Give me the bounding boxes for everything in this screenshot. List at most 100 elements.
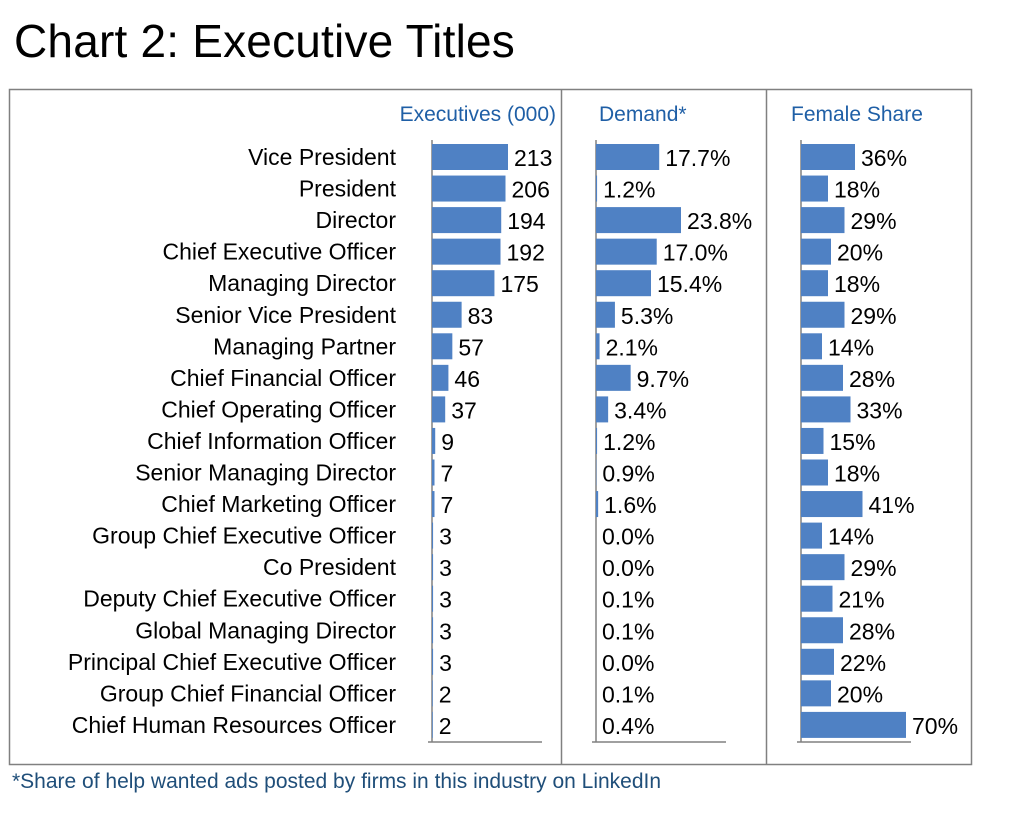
bar xyxy=(801,396,851,423)
bar xyxy=(801,491,863,518)
data-label: 29% xyxy=(851,303,897,329)
bar xyxy=(596,144,660,170)
data-label: 41% xyxy=(869,492,915,518)
bar xyxy=(432,333,453,360)
bar xyxy=(432,648,434,675)
category-label: Chief Marketing Officer xyxy=(161,491,396,517)
bar xyxy=(432,522,434,549)
bar xyxy=(432,238,501,265)
bar xyxy=(801,270,828,297)
bar xyxy=(596,427,598,454)
data-label: 1.2% xyxy=(603,177,655,203)
data-label: 29% xyxy=(851,208,897,234)
data-label: 17.7% xyxy=(665,145,730,171)
data-label: 70% xyxy=(912,713,958,739)
data-label: 18% xyxy=(834,461,880,487)
category-label: Group Chief Executive Officer xyxy=(92,523,396,549)
category-label: Chief Operating Officer xyxy=(161,396,396,422)
data-label: 0.4% xyxy=(602,713,654,739)
bar xyxy=(801,364,843,391)
data-label: 0.1% xyxy=(602,681,654,707)
data-label: 3 xyxy=(439,555,452,581)
bar xyxy=(801,648,834,675)
data-label: 0.9% xyxy=(602,461,654,487)
bar xyxy=(596,270,651,297)
bar xyxy=(596,491,599,518)
category-label: Chief Information Officer xyxy=(147,428,396,454)
bar xyxy=(801,333,822,360)
bar xyxy=(432,617,434,644)
category-label: Global Managing Director xyxy=(135,617,396,643)
data-label: 5.3% xyxy=(621,303,673,329)
bar xyxy=(801,711,906,738)
data-label: 7 xyxy=(440,492,453,518)
category-label: Co President xyxy=(263,554,397,580)
data-label: 46 xyxy=(454,366,480,392)
bar xyxy=(432,175,506,202)
data-label: 9.7% xyxy=(637,366,689,392)
series-header: Female Share xyxy=(791,103,923,126)
data-label: 20% xyxy=(837,240,883,266)
data-label: 7 xyxy=(440,461,453,487)
data-label: 37 xyxy=(451,397,477,423)
category-label: Managing Partner xyxy=(213,333,396,359)
chart-title: Chart 2: Executive Titles xyxy=(14,15,515,67)
data-label: 1.6% xyxy=(604,492,656,518)
data-label: 0.1% xyxy=(602,587,654,613)
bar xyxy=(432,144,508,170)
bar xyxy=(432,207,502,234)
data-label: 33% xyxy=(857,397,903,423)
data-label: 14% xyxy=(828,524,874,550)
data-label: 15.4% xyxy=(657,271,722,297)
bar xyxy=(432,301,462,328)
bar xyxy=(596,333,600,360)
bar xyxy=(596,207,681,234)
data-label: 29% xyxy=(851,555,897,581)
data-label: 17.0% xyxy=(663,240,728,266)
category-label: Chief Financial Officer xyxy=(170,365,396,391)
data-label: 3 xyxy=(439,587,452,613)
data-label: 2 xyxy=(439,681,452,707)
data-label: 18% xyxy=(834,177,880,203)
bar xyxy=(801,207,845,234)
data-label: 28% xyxy=(849,618,895,644)
bar xyxy=(801,238,831,265)
data-label: 14% xyxy=(828,334,874,360)
data-label: 3.4% xyxy=(614,397,666,423)
bar xyxy=(432,396,446,423)
bar xyxy=(801,301,845,328)
data-label: 0.1% xyxy=(602,618,654,644)
bar xyxy=(596,175,598,202)
bar xyxy=(432,427,436,454)
bar xyxy=(596,396,609,423)
bar xyxy=(596,238,657,265)
bar xyxy=(801,617,843,644)
bar xyxy=(801,175,828,202)
footnote: *Share of help wanted ads posted by firm… xyxy=(12,770,662,793)
data-label: 0.0% xyxy=(602,650,654,676)
bar xyxy=(596,301,615,328)
category-label: Managing Director xyxy=(208,270,396,296)
data-label: 192 xyxy=(507,240,545,266)
chart-frame xyxy=(8,88,973,766)
data-label: 9 xyxy=(441,429,454,455)
bar xyxy=(432,554,434,581)
category-label: Director xyxy=(315,207,396,233)
bar xyxy=(432,459,435,486)
data-label: 3 xyxy=(439,618,452,644)
data-label: 83 xyxy=(468,303,494,329)
bar xyxy=(801,459,828,486)
category-label: Group Chief Financial Officer xyxy=(100,680,396,706)
series-header: Demand* xyxy=(599,103,687,126)
category-label: Deputy Chief Executive Officer xyxy=(83,586,396,612)
bar xyxy=(801,680,831,707)
data-label: 175 xyxy=(500,271,538,297)
data-label: 21% xyxy=(839,587,885,613)
bar xyxy=(801,427,824,454)
data-label: 0.0% xyxy=(602,555,654,581)
data-label: 57 xyxy=(458,334,484,360)
data-label: 3 xyxy=(439,650,452,676)
category-label: Chief Executive Officer xyxy=(162,239,396,265)
data-label: 23.8% xyxy=(687,208,752,234)
bar xyxy=(432,585,434,612)
